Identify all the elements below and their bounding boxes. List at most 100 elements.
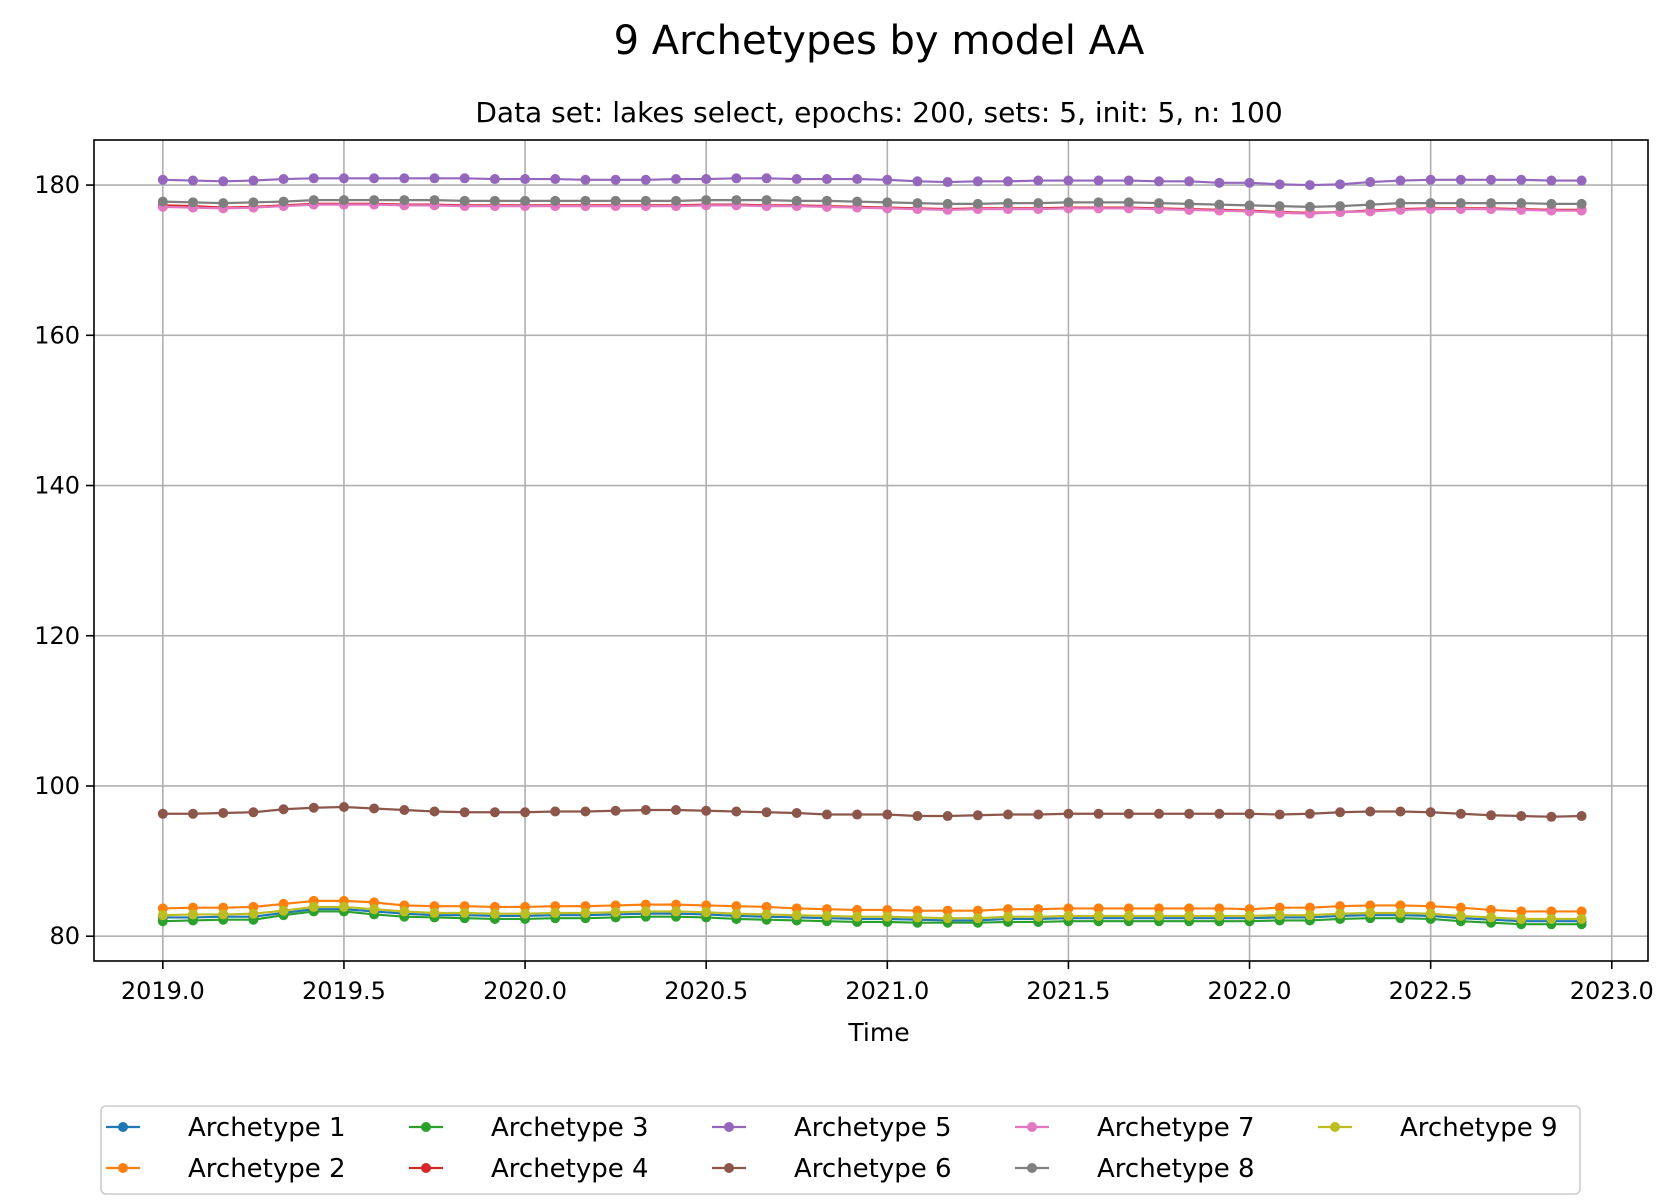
series-line bbox=[162, 910, 1582, 926]
legend-swatch-marker bbox=[421, 1163, 431, 1173]
data-point bbox=[942, 913, 953, 924]
data-point bbox=[942, 177, 953, 188]
data-point bbox=[1153, 903, 1164, 914]
data-point bbox=[1274, 179, 1285, 190]
data-point bbox=[761, 807, 772, 818]
data-point bbox=[399, 906, 410, 917]
data-point bbox=[852, 911, 863, 922]
legend-item-archetype-4: Archetype 4 bbox=[409, 1154, 649, 1184]
data-point bbox=[1455, 910, 1466, 921]
data-point bbox=[369, 173, 380, 184]
data-point bbox=[218, 909, 229, 920]
y-tick-label: 80 bbox=[49, 922, 80, 950]
data-point bbox=[942, 198, 953, 209]
data-point bbox=[1486, 904, 1497, 915]
data-point bbox=[821, 195, 832, 206]
data-point bbox=[640, 805, 651, 816]
data-point bbox=[1455, 198, 1466, 209]
data-point bbox=[882, 809, 893, 820]
legend-item-archetype-7: Archetype 7 bbox=[1015, 1113, 1255, 1143]
data-point bbox=[1033, 904, 1044, 915]
data-point bbox=[369, 803, 380, 814]
data-point bbox=[1546, 913, 1557, 924]
legend-swatch-marker bbox=[118, 1122, 128, 1132]
data-point bbox=[1214, 910, 1225, 921]
data-point bbox=[882, 197, 893, 208]
data-point bbox=[1516, 174, 1527, 185]
data-point bbox=[1335, 901, 1346, 912]
data-point bbox=[731, 908, 742, 919]
data-point bbox=[1274, 201, 1285, 212]
data-point bbox=[580, 174, 591, 185]
data-point bbox=[1093, 910, 1104, 921]
plot-area-frame bbox=[93, 139, 1649, 962]
data-point bbox=[731, 173, 742, 184]
data-point bbox=[852, 174, 863, 185]
legend-swatch-marker bbox=[421, 1122, 431, 1132]
data-point bbox=[459, 807, 470, 818]
legend-item-archetype-8: Archetype 8 bbox=[1015, 1154, 1255, 1184]
data-point bbox=[1576, 906, 1587, 917]
data-point bbox=[1365, 199, 1376, 210]
x-tick-label: 2021.0 bbox=[845, 977, 929, 1005]
data-point bbox=[791, 195, 802, 206]
data-point bbox=[459, 173, 470, 184]
data-point bbox=[942, 905, 953, 916]
data-point bbox=[1425, 901, 1436, 912]
data-point bbox=[1395, 900, 1406, 911]
data-point bbox=[1123, 175, 1134, 186]
data-point bbox=[157, 808, 168, 819]
legend-swatch-marker bbox=[1027, 1122, 1037, 1132]
legend-label: Archetype 8 bbox=[1097, 1154, 1255, 1184]
legend-swatch-marker bbox=[724, 1163, 734, 1173]
y-tick-label: 140 bbox=[34, 472, 80, 500]
y-tick-label: 120 bbox=[34, 622, 80, 650]
data-point bbox=[821, 910, 832, 921]
legend-label: Archetype 4 bbox=[491, 1154, 649, 1184]
series-archetype-6 bbox=[157, 802, 1587, 822]
data-point bbox=[1093, 808, 1104, 819]
data-point bbox=[550, 907, 561, 918]
data-point bbox=[882, 174, 893, 185]
data-point bbox=[1304, 180, 1315, 191]
data-point bbox=[308, 802, 319, 813]
data-point bbox=[1244, 910, 1255, 921]
data-point bbox=[1455, 174, 1466, 185]
data-point bbox=[882, 911, 893, 922]
data-point bbox=[671, 805, 682, 816]
data-point bbox=[218, 198, 229, 209]
data-point bbox=[640, 906, 651, 917]
data-point bbox=[1093, 903, 1104, 914]
series-layer bbox=[157, 173, 1587, 930]
data-point bbox=[701, 195, 712, 206]
data-point bbox=[1304, 902, 1315, 913]
data-point bbox=[248, 807, 259, 818]
data-point bbox=[1033, 809, 1044, 820]
data-point bbox=[1335, 908, 1346, 919]
data-point bbox=[1576, 175, 1587, 186]
data-point bbox=[1425, 198, 1436, 209]
y-tick-label: 100 bbox=[34, 772, 80, 800]
series-line bbox=[162, 177, 1582, 187]
data-point bbox=[1486, 198, 1497, 209]
legend-item-archetype-9: Archetype 9 bbox=[1318, 1113, 1558, 1143]
x-tick-label: 2020.0 bbox=[483, 977, 567, 1005]
data-point bbox=[821, 174, 832, 185]
data-point bbox=[459, 195, 470, 206]
data-point bbox=[520, 174, 531, 185]
data-point bbox=[1274, 910, 1285, 921]
data-point bbox=[1486, 912, 1497, 923]
legend-label: Archetype 1 bbox=[188, 1113, 346, 1143]
data-point bbox=[248, 197, 259, 208]
x-axis: 2019.0 2019.5 2020.0 2020.5 2021.0 2021.5 2022… bbox=[121, 961, 1654, 1005]
data-point bbox=[520, 807, 531, 818]
data-point bbox=[218, 176, 229, 187]
data-point bbox=[520, 195, 531, 206]
data-point bbox=[550, 806, 561, 817]
legend-swatch-marker bbox=[118, 1163, 128, 1173]
data-point bbox=[791, 808, 802, 819]
data-point bbox=[1003, 904, 1014, 915]
data-point bbox=[580, 806, 591, 817]
data-point bbox=[1153, 198, 1164, 209]
